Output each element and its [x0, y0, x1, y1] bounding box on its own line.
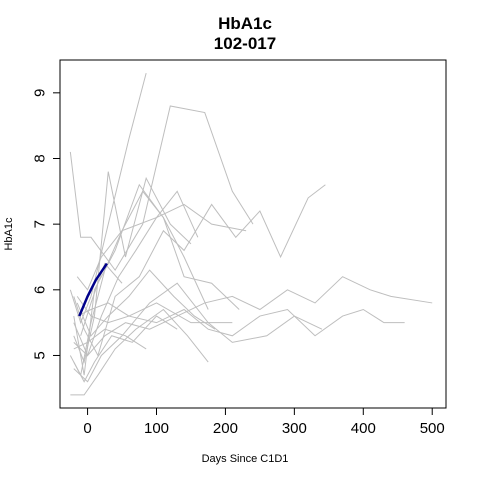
patient-series-line: [73, 171, 192, 364]
patient-series-line: [73, 190, 199, 357]
chart-subtitle: 102-017: [214, 34, 276, 53]
x-axis: 0 100 200 300 400 500: [83, 407, 445, 437]
series-layer: [69, 73, 433, 396]
x-tick-label: 400: [351, 420, 376, 437]
highlight-series-line: [78, 262, 108, 317]
patient-series-line: [76, 269, 216, 337]
y-axis: 5 6 7 8 9: [32, 89, 61, 360]
patient-series-line: [73, 315, 178, 383]
patient-series-line: [70, 308, 209, 396]
patient-series-line: [73, 328, 147, 350]
patient-series-line: [73, 184, 326, 357]
y-tick-label: 8: [32, 154, 49, 162]
patient-series-line: [80, 262, 123, 336]
y-axis-label: HbA1c: [3, 217, 15, 251]
y-tick-label: 5: [32, 351, 49, 359]
x-tick-label: 100: [144, 420, 169, 437]
x-tick-label: 300: [282, 420, 307, 437]
plot-area-border: [59, 59, 447, 409]
x-tick-label: 0: [83, 420, 91, 437]
y-tick-label: 6: [32, 286, 49, 294]
x-tick-label: 200: [213, 420, 238, 437]
patient-series-line: [76, 203, 247, 291]
patient-series-line: [73, 183, 240, 376]
y-tick-label: 7: [32, 220, 49, 228]
patient-series-line: [69, 105, 254, 272]
patient-series-line: [73, 282, 323, 383]
x-axis-label: Days Since C1D1: [202, 453, 289, 465]
patient-series-line: [77, 302, 405, 337]
y-tick-label: 9: [32, 89, 49, 97]
x-tick-label: 500: [420, 420, 445, 437]
chart-title: HbA1c: [218, 14, 272, 33]
